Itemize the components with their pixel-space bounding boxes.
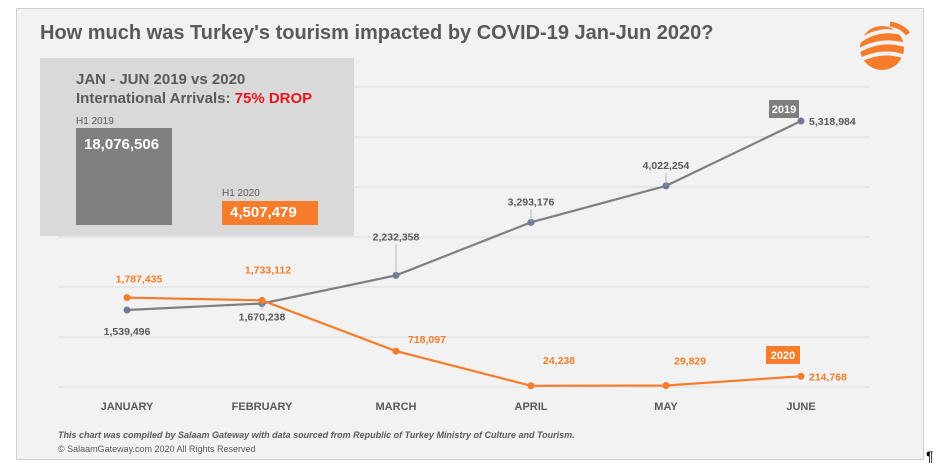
- data-point: [392, 347, 400, 355]
- data-label: 3,293,176: [508, 196, 555, 208]
- data-label: 1,733,112: [245, 264, 291, 276]
- x-tick-label: MAY: [654, 401, 678, 413]
- data-label: 718,097: [408, 334, 446, 346]
- data-label: 29,829: [674, 356, 706, 368]
- data-label: 1,787,435: [116, 274, 163, 286]
- x-tick-label: APRIL: [515, 401, 548, 413]
- data-point: [662, 382, 670, 390]
- x-tick-label: FEBRUARY: [232, 401, 293, 413]
- pilcrow-mark: ¶: [926, 448, 934, 464]
- series-line: [126, 120, 802, 312]
- data-point: [527, 382, 535, 390]
- summary-line1: JAN - JUN 2019 vs 2020: [76, 71, 246, 88]
- data-label: 2,232,358: [373, 231, 420, 243]
- summary-panel: JAN - JUN 2019 vs 2020 International Arr…: [40, 58, 354, 236]
- data-label: 214,768: [809, 371, 847, 383]
- h1-2020-label: H1 2020: [222, 188, 260, 199]
- summary-drop: 75% DROP: [234, 90, 313, 107]
- data-point: [797, 117, 805, 125]
- data-label: 24,238: [543, 355, 575, 367]
- footnote: This chart was compiled by Salaam Gatewa…: [58, 430, 575, 440]
- x-tick-label: JANUARY: [101, 401, 154, 413]
- series-tag-label: 2019: [772, 104, 796, 116]
- h1-2019-bar: 18,076,506: [76, 128, 172, 225]
- h1-2019-value: 18,076,506: [84, 136, 160, 153]
- data-point: [123, 306, 131, 314]
- data-point: [258, 296, 266, 304]
- summary-line2: International Arrivals: 75% DROP: [76, 89, 312, 108]
- h1-2020-value: 4,507,479: [230, 204, 297, 221]
- data-label: 4,022,254: [643, 160, 690, 172]
- series-tag: [766, 346, 800, 364]
- series-tag: [769, 100, 799, 118]
- summary-heading: JAN - JUN 2019 vs 2020 International Arr…: [76, 70, 312, 108]
- series-line: [126, 296, 802, 387]
- data-point: [797, 372, 805, 380]
- summary-line2-prefix: International Arrivals:: [76, 90, 235, 107]
- copyright: © SalaamGateway.com 2020 All Rights Rese…: [58, 444, 256, 454]
- h1-2019-label: H1 2019: [76, 116, 114, 127]
- series-tag-label: 2020: [771, 350, 795, 362]
- data-label: 5,318,984: [809, 116, 856, 128]
- h1-2020-bar: 4,507,479: [222, 201, 318, 225]
- chart-title: How much was Turkey's tourism impacted b…: [40, 22, 714, 44]
- x-tick-label: JUNE: [786, 401, 815, 413]
- data-point: [123, 294, 131, 302]
- data-label: 1,539,496: [104, 326, 151, 338]
- x-tick-label: MARCH: [376, 401, 417, 413]
- data-label: 1,670,238: [239, 311, 286, 323]
- salaam-gateway-logo-icon: [856, 21, 911, 70]
